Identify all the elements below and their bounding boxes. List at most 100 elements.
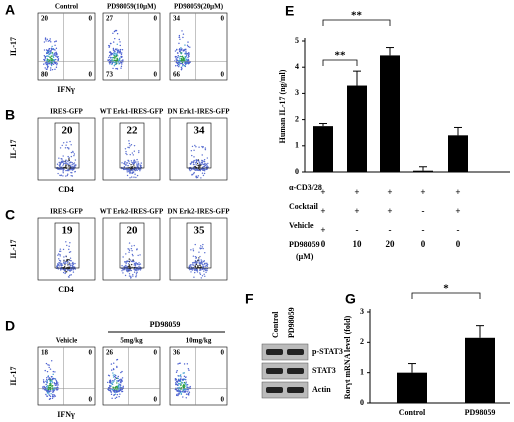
event-dot — [182, 36, 184, 39]
event-dot — [109, 51, 112, 54]
event-dot — [117, 389, 120, 391]
event-dot — [119, 393, 121, 395]
event-dot — [179, 390, 182, 393]
event-dot — [54, 378, 57, 380]
condition-cell: 0 — [321, 239, 326, 249]
event-dot — [50, 64, 53, 67]
event-dot — [175, 388, 177, 391]
event-dot — [50, 47, 53, 50]
event-dot — [68, 248, 70, 251]
event-dot — [49, 386, 52, 389]
plot-title: PD98059(20μM) — [174, 3, 224, 11]
event-dot — [179, 379, 181, 381]
plot-title: 10mg/kg — [186, 337, 212, 345]
event-dot — [180, 392, 182, 394]
event-dot — [68, 259, 70, 261]
event-dot — [132, 275, 134, 277]
event-dot — [177, 393, 179, 395]
condition-cell: + — [320, 187, 325, 197]
event-dot — [48, 366, 50, 369]
panel-label: E — [285, 3, 294, 19]
event-dot — [46, 55, 49, 57]
event-dot — [132, 162, 134, 164]
event-dot — [126, 171, 128, 173]
event-dot — [44, 388, 46, 391]
event-dot — [114, 56, 116, 59]
event-dot — [177, 63, 180, 66]
event-dot — [66, 174, 69, 177]
event-dot — [188, 61, 191, 64]
event-dot — [111, 369, 113, 371]
plot-title: Control — [55, 3, 78, 11]
event-dot — [189, 163, 192, 165]
event-dot — [175, 382, 177, 384]
event-dot — [115, 391, 117, 393]
event-dot — [205, 168, 208, 171]
event-dot — [194, 165, 196, 168]
event-dot — [52, 53, 54, 55]
event-dot — [129, 177, 131, 179]
event-dot — [118, 383, 120, 385]
panel-label: A — [5, 2, 15, 18]
event-dot — [192, 262, 194, 264]
event-dot — [128, 242, 131, 244]
event-dot — [115, 61, 117, 63]
event-dot — [197, 264, 199, 267]
event-dot — [72, 151, 74, 154]
event-dot — [194, 271, 196, 274]
event-dot — [107, 381, 109, 384]
event-dot — [44, 59, 46, 61]
event-dot — [113, 61, 115, 63]
condition-cell: + — [387, 206, 392, 216]
event-dot — [128, 168, 131, 170]
event-dot — [199, 266, 202, 268]
event-dot — [69, 263, 72, 265]
event-dot — [184, 65, 187, 68]
event-dot — [111, 383, 114, 386]
event-dot — [182, 388, 184, 391]
event-dot — [66, 147, 69, 149]
event-dot — [47, 391, 49, 394]
event-dot — [71, 168, 73, 170]
event-dot — [60, 264, 63, 267]
event-dot — [185, 50, 187, 52]
event-dot — [133, 176, 135, 178]
y-tick-label: 3 — [360, 307, 364, 316]
event-dot — [131, 245, 133, 247]
event-dot — [110, 59, 113, 61]
event-dot — [121, 52, 123, 54]
event-dot — [187, 57, 189, 59]
event-dot — [53, 396, 55, 398]
condition-cell: + — [455, 206, 460, 216]
condition-cell: + — [387, 187, 392, 197]
event-dot — [187, 45, 190, 48]
event-dot — [69, 251, 72, 253]
event-dot — [207, 162, 209, 165]
event-dot — [184, 57, 187, 59]
event-dot — [70, 269, 73, 271]
event-dot — [202, 247, 204, 250]
event-dot — [130, 263, 133, 266]
event-dot — [180, 47, 182, 49]
event-dot — [138, 262, 140, 264]
event-dot — [55, 66, 58, 68]
event-dot — [54, 44, 56, 46]
event-dot — [48, 394, 51, 397]
event-dot — [175, 383, 178, 385]
event-dot — [59, 262, 62, 264]
event-dot — [54, 52, 56, 55]
event-dot — [194, 144, 196, 147]
event-dot — [113, 64, 116, 67]
event-dot — [116, 366, 118, 369]
event-dot — [206, 263, 209, 266]
event-dot — [204, 164, 207, 167]
quadrant-percent: 0 — [221, 71, 225, 79]
event-dot — [187, 41, 189, 43]
event-dot — [113, 391, 116, 393]
blot — [261, 362, 309, 380]
event-dot — [193, 156, 195, 158]
event-dot — [55, 40, 57, 42]
event-dot — [46, 62, 48, 64]
event-dot — [43, 41, 46, 43]
event-dot — [109, 57, 112, 59]
